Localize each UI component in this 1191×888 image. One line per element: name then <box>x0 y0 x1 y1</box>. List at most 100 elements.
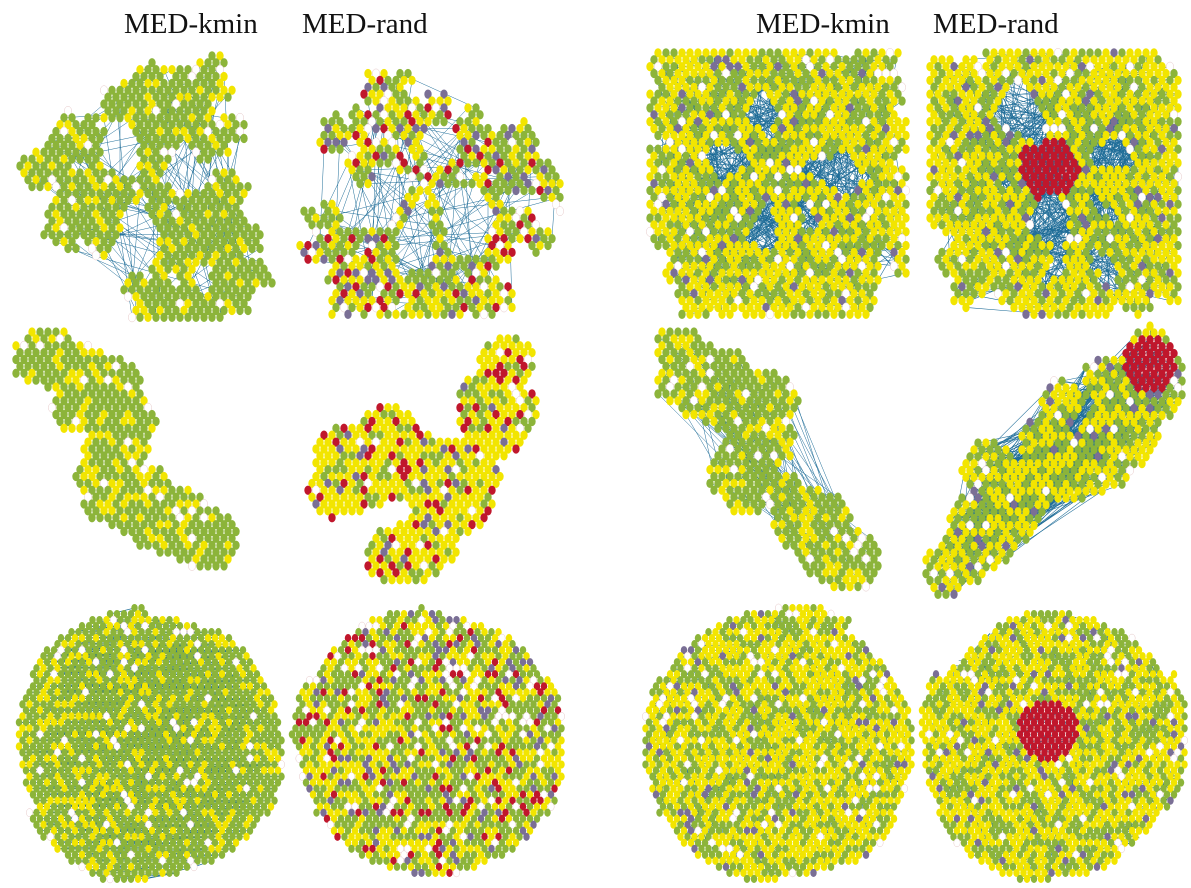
node <box>103 844 110 853</box>
node <box>82 772 89 781</box>
node <box>28 341 36 351</box>
node <box>376 158 384 168</box>
node <box>152 161 160 171</box>
node <box>92 409 100 420</box>
node <box>138 772 145 781</box>
node <box>256 243 264 254</box>
node <box>229 844 236 853</box>
node <box>271 772 278 781</box>
node <box>134 754 142 763</box>
node <box>392 89 400 99</box>
node <box>337 646 345 655</box>
node <box>71 634 79 643</box>
node <box>428 561 436 571</box>
node <box>232 216 240 226</box>
node <box>187 640 194 649</box>
node <box>304 213 312 223</box>
node <box>124 615 131 625</box>
node <box>380 561 388 571</box>
node <box>220 305 228 316</box>
node <box>78 862 86 872</box>
node <box>159 664 166 673</box>
node <box>225 790 233 799</box>
node <box>60 423 68 433</box>
node <box>136 78 144 89</box>
node <box>132 126 140 137</box>
node <box>250 700 257 709</box>
node <box>383 615 390 625</box>
node <box>88 202 96 212</box>
node <box>420 178 428 189</box>
node <box>372 561 380 571</box>
node <box>232 175 240 185</box>
node <box>172 113 180 123</box>
node <box>44 154 52 164</box>
node <box>264 760 271 769</box>
node <box>411 628 418 637</box>
node <box>110 688 117 697</box>
node <box>236 760 243 769</box>
node <box>106 850 114 859</box>
node <box>212 126 220 137</box>
node <box>120 202 128 212</box>
node <box>85 850 93 859</box>
node <box>383 628 390 637</box>
node <box>96 202 104 212</box>
node <box>278 736 285 745</box>
node <box>173 820 180 829</box>
node <box>404 409 412 420</box>
node <box>124 784 131 793</box>
node <box>416 172 424 182</box>
node <box>60 354 68 365</box>
node <box>436 247 444 258</box>
node <box>421 670 429 679</box>
node <box>392 227 400 237</box>
node <box>148 790 156 799</box>
node <box>512 130 520 141</box>
node <box>183 694 191 703</box>
node <box>364 68 372 79</box>
node <box>460 478 468 488</box>
node <box>488 499 496 509</box>
node <box>104 361 112 372</box>
node <box>176 133 184 144</box>
node <box>124 700 131 709</box>
node <box>92 382 100 392</box>
node <box>113 874 121 883</box>
node <box>246 826 254 835</box>
node <box>156 223 164 233</box>
node <box>78 850 86 859</box>
node <box>264 688 271 697</box>
node <box>504 227 512 237</box>
node <box>145 652 152 661</box>
node <box>448 268 456 278</box>
node <box>128 285 136 295</box>
node <box>390 664 397 673</box>
node <box>512 227 520 237</box>
node <box>188 126 196 137</box>
node <box>96 389 104 399</box>
node <box>239 790 247 799</box>
node <box>316 492 324 502</box>
node <box>492 478 500 488</box>
node <box>424 430 432 440</box>
node <box>82 628 89 637</box>
node <box>164 250 172 261</box>
node <box>448 485 456 495</box>
node <box>408 268 416 278</box>
node <box>110 796 117 805</box>
node <box>104 444 112 454</box>
node <box>204 58 212 68</box>
node <box>132 292 140 302</box>
node <box>76 126 84 137</box>
node <box>80 458 88 468</box>
node <box>36 368 44 378</box>
node <box>520 430 528 440</box>
node <box>176 622 184 631</box>
node <box>162 658 170 667</box>
node <box>464 389 472 399</box>
node <box>404 492 412 502</box>
node <box>372 123 380 134</box>
node <box>141 621 149 631</box>
node <box>117 700 124 709</box>
